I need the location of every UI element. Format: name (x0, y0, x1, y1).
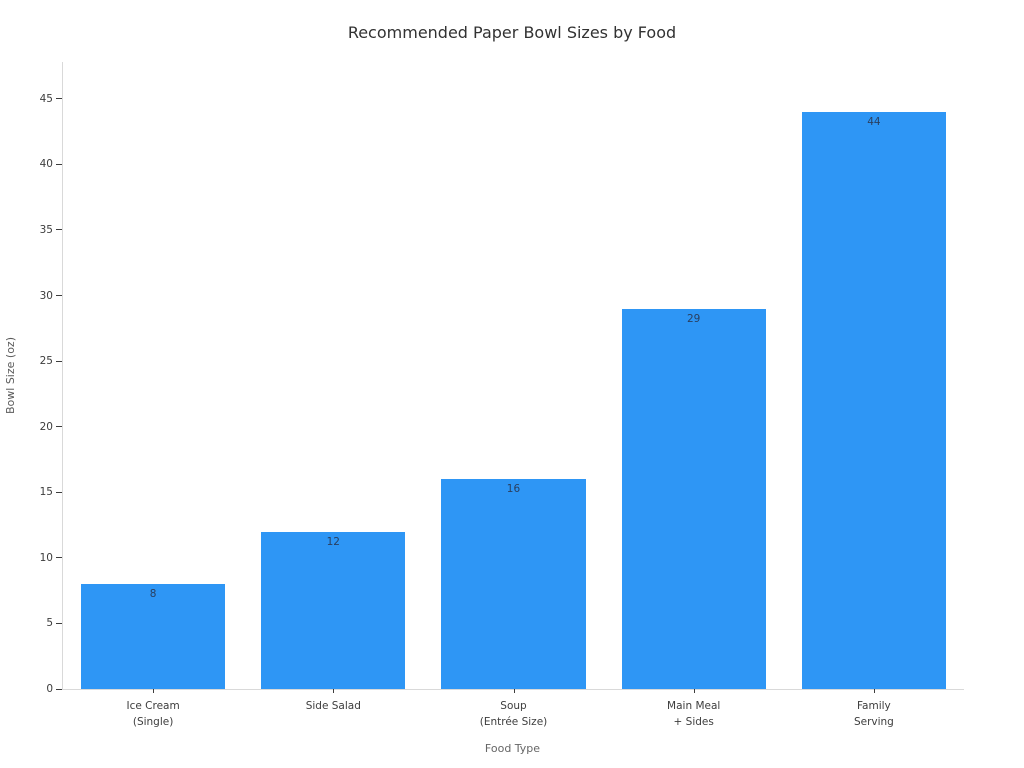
y-tick-mark (56, 426, 62, 428)
y-tick-label: 25 (39, 355, 53, 368)
bar: 12 (261, 531, 406, 689)
x-tick-label: Ice Cream (Single) (126, 700, 180, 729)
y-tick-mark (56, 163, 62, 165)
y-tick-mark (56, 360, 62, 362)
y-tick-label: 15 (39, 486, 53, 499)
y-tick-label: 45 (39, 92, 53, 105)
bar-value-label: 16 (506, 483, 521, 496)
bar-value-label: 12 (326, 535, 340, 548)
x-tick-label: Side Salad (305, 700, 361, 712)
y-tick-mark (56, 98, 62, 100)
bar-value-label: 44 (867, 115, 881, 128)
y-tick-label: 0 (46, 683, 53, 695)
x-tick-mark (693, 689, 695, 693)
x-tick-mark (873, 689, 875, 693)
bar: 44 (801, 111, 946, 689)
y-tick-mark (56, 557, 62, 559)
x-tick-label: Main Meal + Sides (667, 700, 721, 729)
x-tick-label: Family Serving (853, 700, 894, 729)
x-tick-mark (513, 689, 515, 693)
y-tick-label: 40 (39, 158, 53, 171)
plot-area: 0 5 10 15 20 25 30 35 40 45 8 Ice Cream (Single) 12 S… (40, 62, 964, 728)
y-tick-label: 35 (39, 223, 53, 236)
y-tick-label: 20 (39, 420, 53, 433)
bar-value-label: 8 (149, 588, 157, 601)
chart-title: Recommended Paper Bowl Sizes by Food (347, 23, 677, 42)
y-axis-title-wrap: Bowl Size (oz) (4, 62, 17, 689)
bar-value-label: 29 (687, 312, 701, 325)
x-tick-mark (333, 689, 335, 693)
y-tick-mark (56, 491, 62, 493)
y-tick-label: 30 (39, 289, 53, 302)
x-tick-mark (153, 689, 155, 693)
y-tick-mark (56, 688, 62, 690)
y-tick-mark (56, 295, 62, 296)
bar: 16 (441, 479, 586, 689)
y-axis-title: Bowl Size (oz) (4, 337, 17, 414)
x-axis-title: Food Type (484, 742, 541, 755)
y-tick-mark (56, 622, 62, 624)
y-tick-label: 10 (39, 551, 53, 564)
bar: 29 (621, 308, 766, 689)
y-tick-mark (56, 229, 62, 231)
y-tick-label: 5 (46, 617, 53, 630)
x-tick-label: Soup (Entrée Size) (479, 700, 548, 729)
bar: 8 (81, 584, 226, 689)
